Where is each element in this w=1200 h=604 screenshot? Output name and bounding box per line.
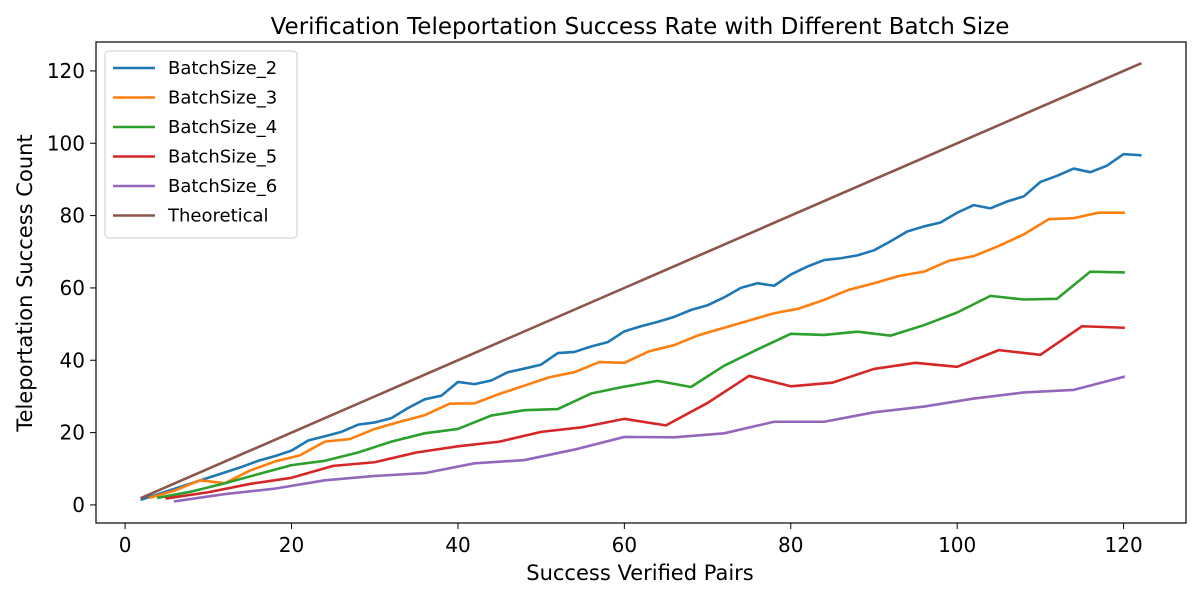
y-tick-label: 80 — [60, 204, 85, 228]
y-axis-label: Teleportation Success Count — [13, 134, 37, 432]
legend: BatchSize_2 BatchSize_3 BatchSize_4 BatchSi… — [104, 50, 298, 239]
x-tick-label: 80 — [778, 533, 803, 557]
x-tick-label: 60 — [612, 533, 637, 557]
x-tick-label: 40 — [445, 533, 470, 557]
series-line-batchsize-6 — [173, 375, 1126, 503]
x-tick-label: 20 — [279, 533, 304, 557]
x-tick-label: 0 — [119, 533, 132, 557]
legend-label: BatchSize_4 — [168, 117, 277, 138]
legend-label: BatchSize_6 — [168, 176, 277, 197]
legend-label: Theoretical — [167, 206, 269, 227]
y-tick-label: 0 — [72, 493, 85, 517]
series-line-batchsize-4 — [156, 270, 1125, 500]
axis-ticks: 0 20 40 60 80 100 120 0 20 40 60 80 100 120 — [47, 59, 1143, 557]
legend-label: BatchSize_2 — [168, 58, 277, 79]
series-line-theoretical — [140, 61, 1142, 500]
plot-frame — [95, 41, 1187, 524]
y-tick-label: 100 — [47, 131, 85, 155]
series-line-batchsize-3 — [148, 211, 1125, 500]
y-tick-label: 120 — [47, 59, 85, 83]
series-line-batchsize-5 — [165, 324, 1125, 500]
x-axis-label: Success Verified Pairs — [526, 561, 753, 585]
chart-title: Verification Teleportation Success Rate … — [271, 14, 1010, 40]
y-tick-label: 40 — [60, 348, 85, 372]
x-tick-label: 120 — [1105, 533, 1143, 557]
y-tick-label: 60 — [60, 276, 85, 300]
x-tick-label: 100 — [938, 533, 976, 557]
legend-label: BatchSize_3 — [168, 88, 277, 109]
legend-label: BatchSize_5 — [168, 147, 277, 168]
plot-area — [140, 61, 1142, 503]
series-line-batchsize-2 — [140, 152, 1142, 502]
y-tick-label: 20 — [60, 421, 85, 445]
